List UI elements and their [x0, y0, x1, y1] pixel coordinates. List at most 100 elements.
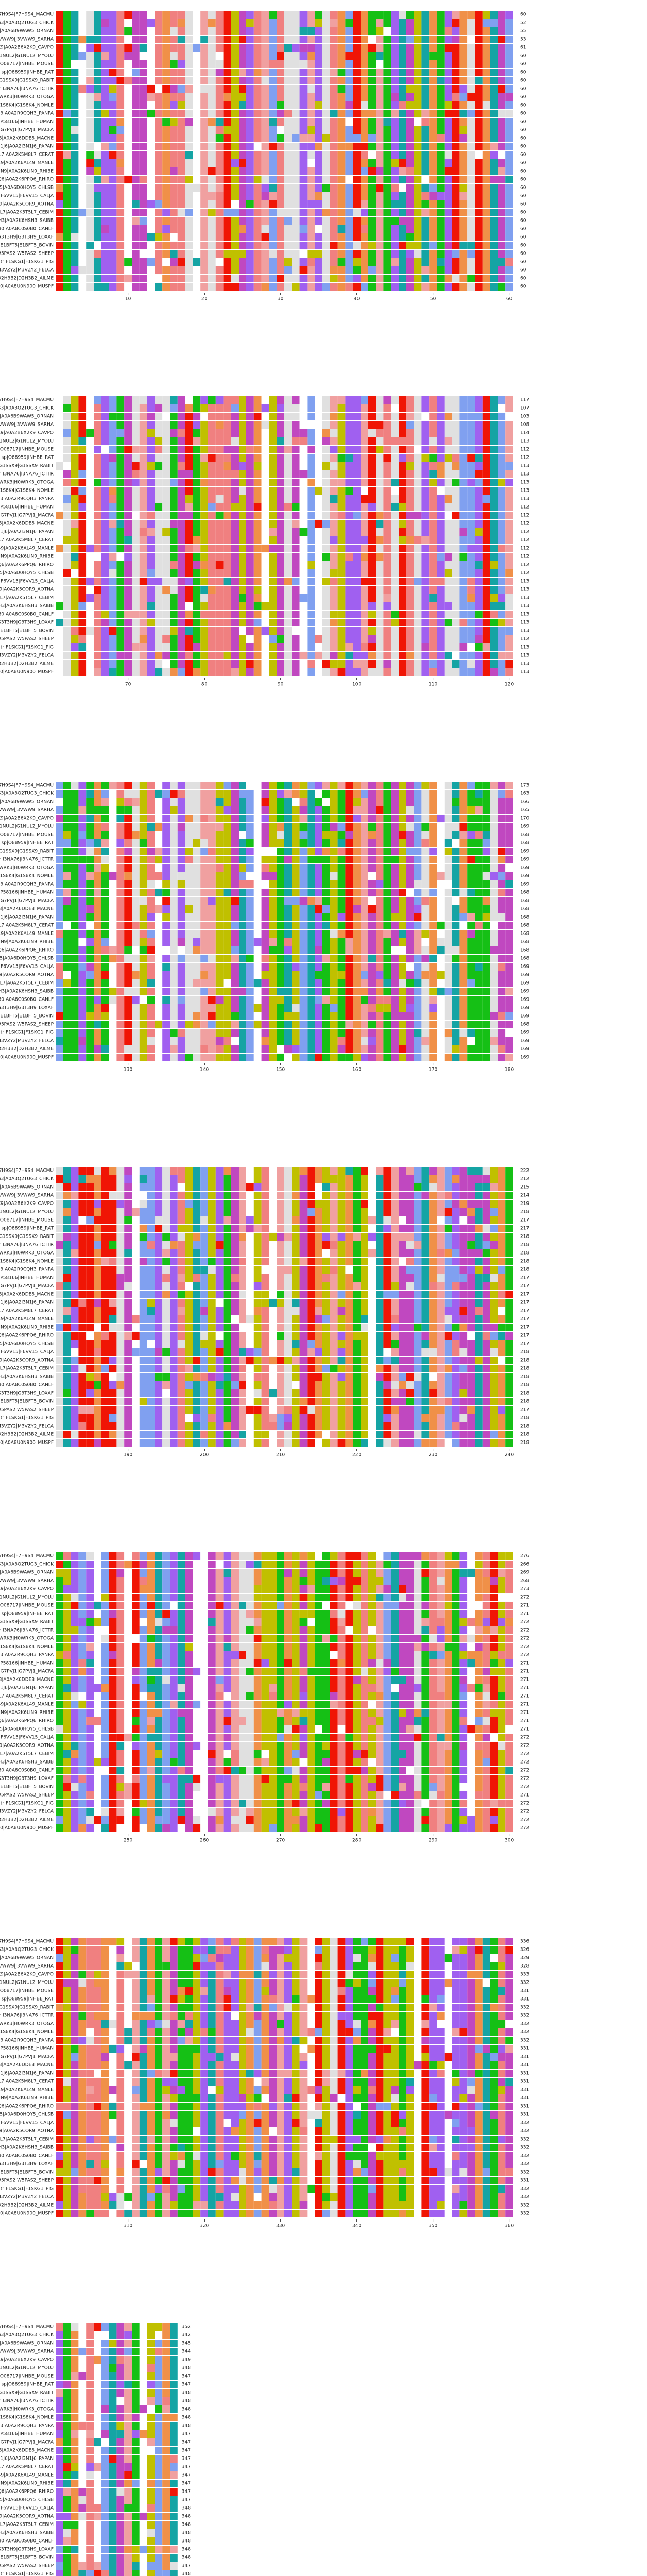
residue-cell	[116, 151, 125, 159]
residue-cell	[101, 536, 109, 544]
residue-cell	[459, 225, 468, 233]
residue-cell	[147, 823, 155, 831]
residue-cell	[299, 151, 308, 159]
residue-cell	[399, 487, 406, 495]
residue-cell	[269, 652, 277, 659]
residue-cell	[78, 421, 87, 429]
residue-cell	[337, 44, 346, 52]
residue-cell	[467, 101, 475, 109]
residue-cell	[459, 126, 468, 134]
residue-cell	[444, 643, 452, 651]
residue-cell	[383, 118, 391, 126]
residue-cell	[261, 184, 269, 192]
residue-cell	[261, 594, 269, 602]
residue-cell	[215, 77, 224, 84]
residue-cell	[391, 233, 399, 241]
residue-cell	[399, 602, 406, 610]
residue-cell	[78, 856, 87, 863]
residue-cell	[399, 159, 406, 167]
residue-cell	[475, 545, 483, 552]
sequence-name: tr|A0A6B9WAW5|A0A6B9WAW5_ORNAN	[0, 29, 54, 34]
residue-cell	[269, 225, 277, 233]
residue-cell	[193, 200, 201, 208]
residue-cell	[353, 44, 361, 52]
residue-cell	[482, 36, 490, 43]
residue-cell	[383, 176, 391, 183]
residue-cell	[155, 864, 163, 872]
residue-cell	[437, 782, 445, 789]
residue-cell	[429, 143, 437, 150]
residue-cell	[345, 250, 353, 258]
residue-cell	[253, 118, 262, 126]
residue-cell	[475, 652, 483, 659]
residue-cell	[322, 652, 330, 659]
residue-cell	[322, 611, 330, 618]
residue-cell	[322, 839, 330, 847]
residue-cell	[101, 545, 109, 552]
residue-cell	[124, 602, 132, 610]
residue-cell	[315, 528, 322, 536]
residue-cell	[139, 85, 147, 93]
residue-cell	[147, 250, 155, 258]
residue-cell	[139, 479, 147, 486]
residue-cell	[71, 806, 79, 814]
residue-cell	[482, 217, 490, 225]
residue-cell	[498, 192, 506, 200]
residue-cell	[437, 578, 445, 585]
residue-cell	[231, 27, 239, 35]
residue-cell	[452, 446, 460, 453]
residue-cell	[292, 77, 300, 84]
end-position: 169	[520, 857, 529, 862]
residue-cell	[208, 69, 216, 76]
residue-cell	[399, 209, 406, 216]
residue-cell	[239, 217, 246, 225]
residue-cell	[376, 823, 384, 831]
tick-label: 110	[429, 682, 437, 687]
residue-cell	[444, 536, 452, 544]
residue-cell	[101, 479, 109, 486]
residue-cell	[391, 652, 399, 659]
residue-cell	[322, 627, 330, 635]
residue-cell	[261, 52, 269, 60]
residue-cell	[109, 643, 117, 651]
residue-cell	[177, 454, 185, 462]
sequence-name: tr|G1NUL2|G1NUL2_MYOLU	[0, 439, 54, 444]
sequence-name: tr|F7H9S4|F7H9S4_MACMU	[0, 783, 54, 788]
end-position: 113	[520, 497, 529, 502]
residue-cell	[330, 815, 338, 822]
residue-cell	[170, 60, 178, 68]
residue-cell	[376, 627, 384, 635]
residue-cell	[376, 11, 384, 19]
residue-cell	[444, 487, 452, 495]
residue-cell	[330, 126, 338, 134]
residue-cell	[330, 396, 338, 404]
residue-cell	[162, 233, 170, 241]
residue-cell	[337, 815, 346, 822]
residue-cell	[116, 101, 125, 109]
residue-cell	[452, 512, 460, 519]
residue-cell	[361, 839, 368, 847]
residue-cell	[215, 578, 224, 585]
residue-cell	[261, 479, 269, 486]
residue-cell	[406, 77, 414, 84]
residue-cell	[215, 806, 224, 814]
residue-cell	[284, 611, 292, 618]
residue-cell	[383, 159, 391, 167]
residue-cell	[444, 848, 452, 855]
residue-cell	[292, 275, 300, 282]
residue-cell	[337, 872, 346, 880]
residue-cell	[63, 652, 71, 659]
residue-cell	[437, 806, 445, 814]
residue-cell	[299, 126, 308, 134]
sequence-name: tr|H0WRK3|H0WRK3_OTOGA	[0, 480, 54, 485]
residue-cell	[109, 454, 117, 462]
residue-cell	[490, 446, 498, 453]
residue-cell	[315, 110, 322, 117]
residue-cell	[414, 69, 422, 76]
residue-cell	[261, 586, 269, 594]
residue-cell	[376, 782, 384, 789]
residue-cell	[505, 512, 513, 519]
residue-cell	[139, 594, 147, 602]
residue-cell	[86, 36, 94, 43]
residue-cell	[170, 782, 178, 789]
